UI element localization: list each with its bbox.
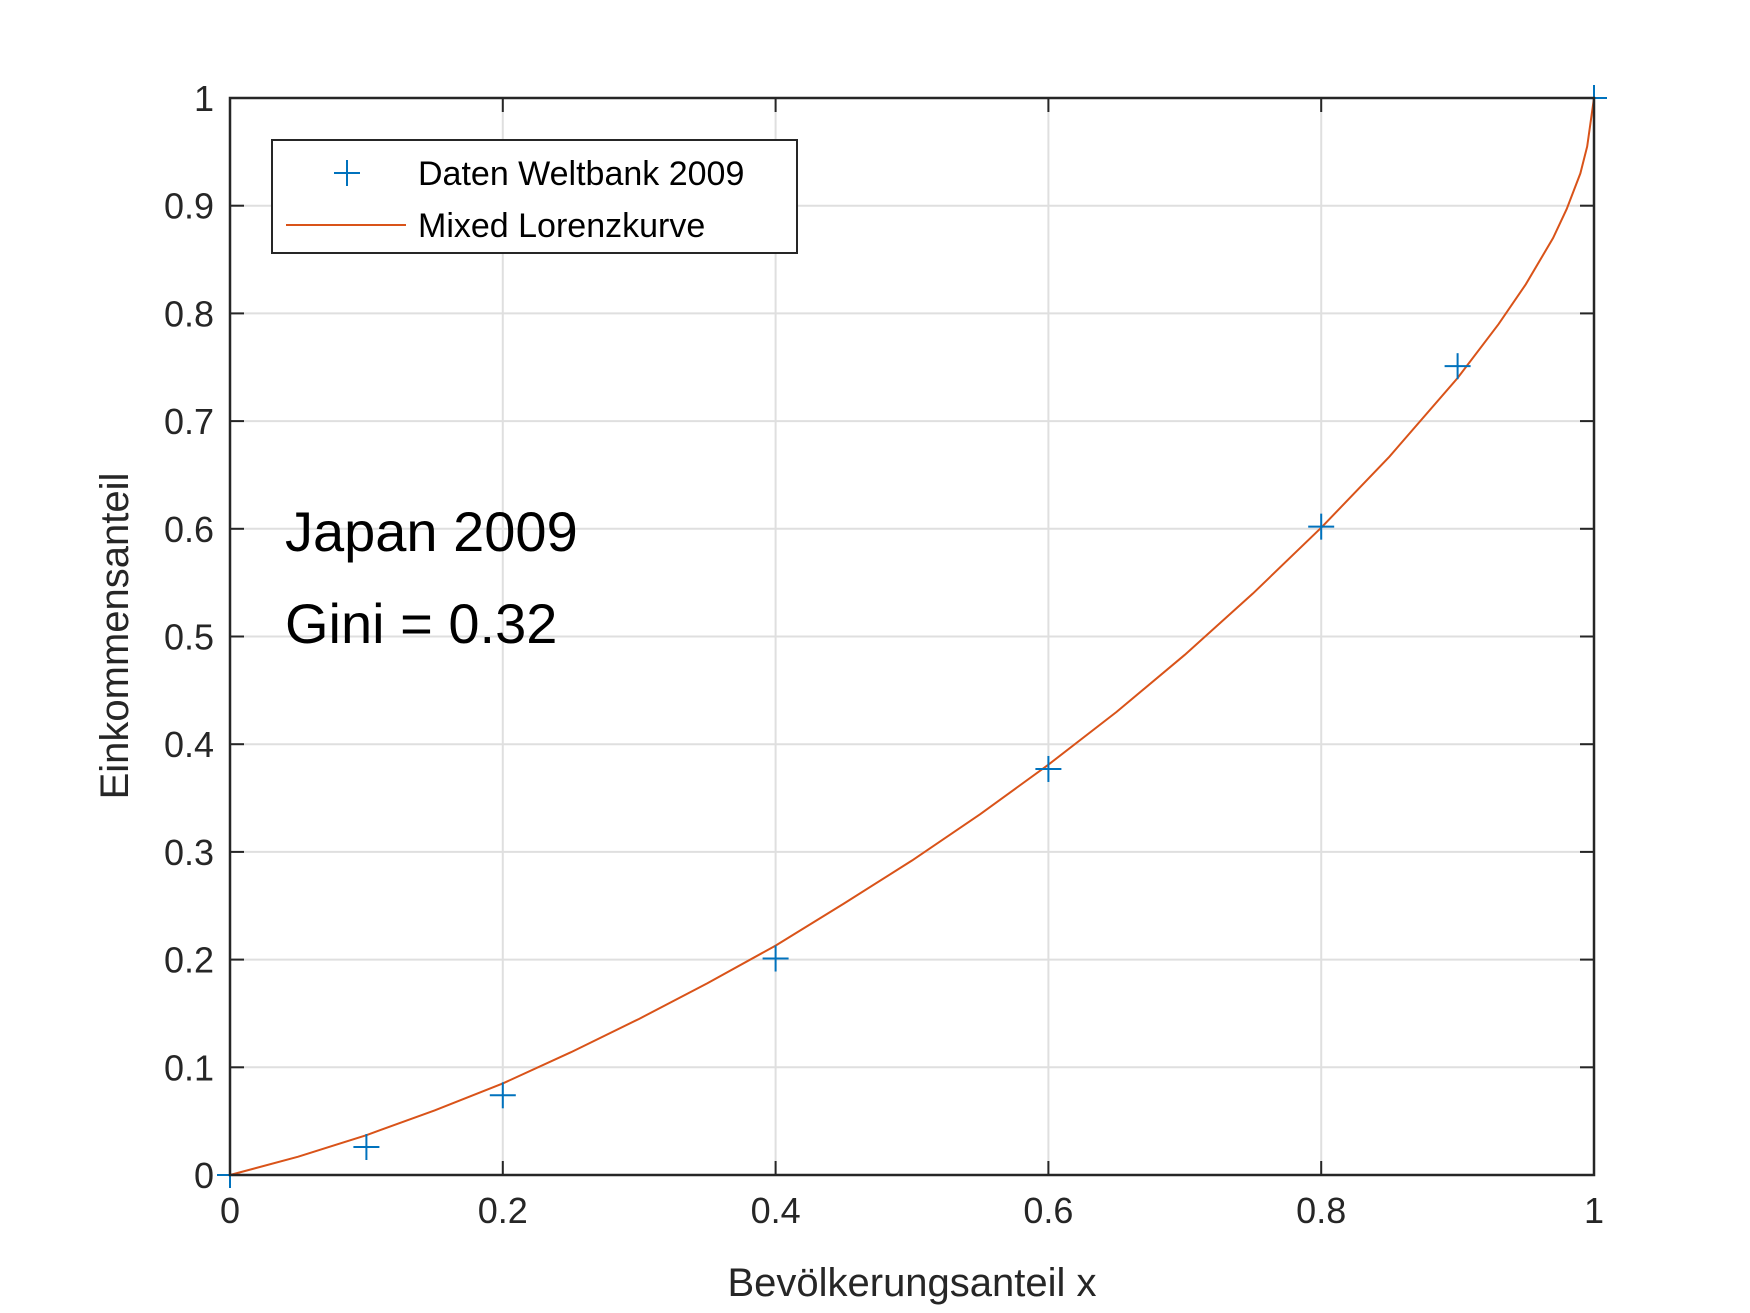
legend-label-daten: Daten Weltbank 2009	[418, 155, 744, 193]
x-tick-label: 0.2	[478, 1190, 528, 1231]
legend-marker-plus-icon	[334, 160, 360, 186]
y-tick-label: 0.4	[164, 724, 214, 765]
lorenz-curve-line	[229, 97, 1595, 1176]
legend-box	[271, 139, 798, 254]
y-tick-label: 0.7	[164, 401, 214, 442]
y-tick-label: 0.1	[164, 1047, 214, 1088]
x-tick-label: 0	[220, 1190, 240, 1231]
x-tick-label: 0.4	[751, 1190, 801, 1231]
data-point-plus	[1035, 755, 1062, 782]
x-tick-label: 0.6	[1023, 1190, 1073, 1231]
data-point-plus	[1308, 513, 1335, 540]
legend-label-lorenzkurve: Mixed Lorenzkurve	[418, 207, 705, 245]
y-tick-label: 0.2	[164, 940, 214, 981]
y-tick-label: 0.8	[164, 293, 214, 334]
y-tick-label: 0.5	[164, 617, 214, 658]
data-point-plus	[353, 1133, 380, 1160]
data-point-plus	[762, 945, 789, 972]
data-point-plus	[489, 1082, 516, 1109]
y-tick-label: 0.6	[164, 509, 214, 550]
annotation-country-year: Japan 2009	[285, 500, 578, 563]
tick-labels: 0 0.2 0.4 0.6 0.8 1 0 0.1 0.2 0.3 0.4 0.5 0.6 0.7 0.8 0…	[164, 78, 1604, 1231]
grid-lines	[229, 97, 1595, 1176]
legend: Daten Weltbank 2009 Mixed Lorenzkurve	[271, 139, 798, 254]
y-tick-label: 1	[194, 78, 214, 119]
x-axis-label: Bevölkerungsanteil x	[727, 1261, 1096, 1305]
y-tick-label: 0.9	[164, 186, 214, 227]
x-tick-label: 0.8	[1296, 1190, 1346, 1231]
x-tick-label: 1	[1584, 1190, 1604, 1231]
y-axis-label: Einkommensanteil	[93, 473, 137, 800]
axis-ticks	[229, 97, 1595, 1176]
y-tick-label: 0.3	[164, 832, 214, 873]
y-tick-label: 0	[194, 1155, 214, 1196]
data-point-plus	[1444, 353, 1471, 380]
annotation-gini: Gini = 0.32	[285, 592, 557, 655]
